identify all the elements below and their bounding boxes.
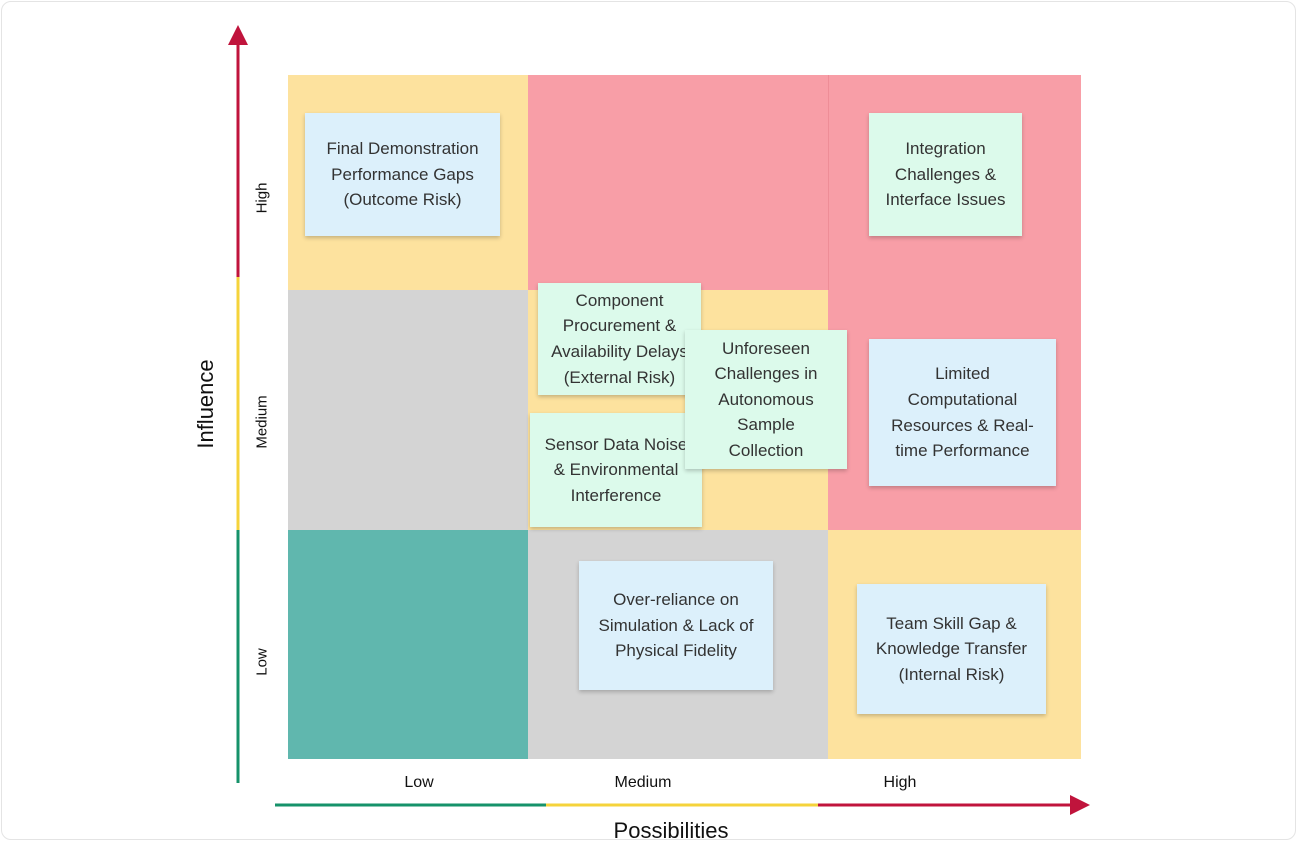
note-sensor-data-noise[interactable]: Sensor Data Noise & Environmental Interf… [530, 413, 702, 527]
note-overreliance-on-simulation[interactable]: Over-reliance on Simulation & Lack of Ph… [579, 561, 773, 690]
y-level-medium-label: Medium [253, 395, 271, 449]
note-limited-computational-resources[interactable]: Limited Computational Resources & Real- … [869, 339, 1056, 486]
zone-low-influence-low-possibility [288, 530, 528, 759]
x-axis-title: Possibilities [613, 818, 729, 843]
note-component-procurement[interactable]: Component Procurement & Availability Del… [538, 283, 701, 395]
note-integration-challenges[interactable]: Integration Challenges & Interface Issue… [869, 113, 1022, 236]
y-axis-title: Influence [193, 359, 218, 449]
note-unforeseen-challenges[interactable]: Unforeseen Challenges in Autonomous Samp… [685, 330, 847, 469]
y-axis-arrowhead [228, 25, 248, 45]
y-level-high-label: High [253, 182, 271, 214]
x-level-low-label: Low [404, 774, 434, 791]
note-team-skill-gap[interactable]: Team Skill Gap & Knowledge Transfer (Int… [857, 584, 1046, 714]
x-axis-arrowhead [1070, 795, 1090, 815]
note-final-demonstration[interactable]: Final Demonstration Performance Gaps (Ou… [305, 113, 500, 236]
zone-medium-influence-low-possibility [288, 290, 528, 530]
x-level-medium-label: Medium [614, 774, 672, 791]
y-level-low-label: Low [253, 648, 271, 676]
x-level-high-label: High [883, 774, 917, 791]
zone-high-influence-medium-possibility [528, 75, 828, 290]
